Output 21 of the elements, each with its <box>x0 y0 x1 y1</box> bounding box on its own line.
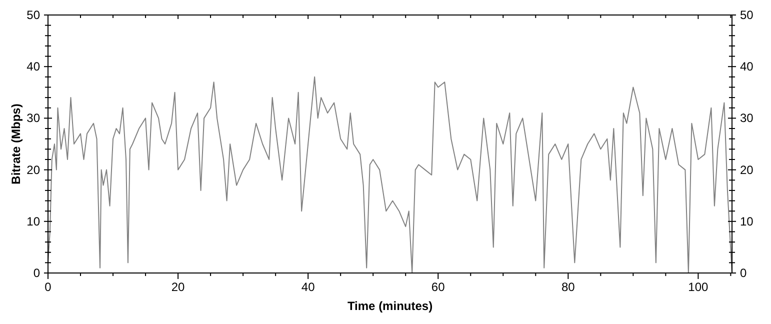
y-tick-label: 50 <box>26 8 40 22</box>
y-tick-label: 30 <box>26 111 40 126</box>
x-tick-label: 60 <box>431 280 446 294</box>
y-tick-label: 20 <box>26 162 40 177</box>
x-axis-title: Time (minutes) <box>347 299 433 313</box>
y-tick-label: 0 <box>33 266 40 280</box>
x-tick-label: 0 <box>44 280 52 294</box>
y2-tick-label: 20 <box>740 162 754 177</box>
line-series <box>48 76 732 274</box>
x-tick-label: 40 <box>301 280 316 294</box>
y2-tick-label: 0 <box>740 266 747 280</box>
x-tick-label: 80 <box>561 280 576 294</box>
x-tick-label: 100 <box>688 280 709 294</box>
y2-tick-label: 30 <box>740 111 754 126</box>
y-tick-label: 10 <box>26 214 40 228</box>
y2-tick-label: 50 <box>740 8 754 22</box>
y-axis-title: Bitrate (Mbps) <box>9 104 23 184</box>
x-tick-label: 20 <box>171 280 186 294</box>
y2-tick-label: 10 <box>740 214 754 228</box>
y2-tick-label: 40 <box>740 60 754 74</box>
y-tick-label: 40 <box>26 60 40 74</box>
